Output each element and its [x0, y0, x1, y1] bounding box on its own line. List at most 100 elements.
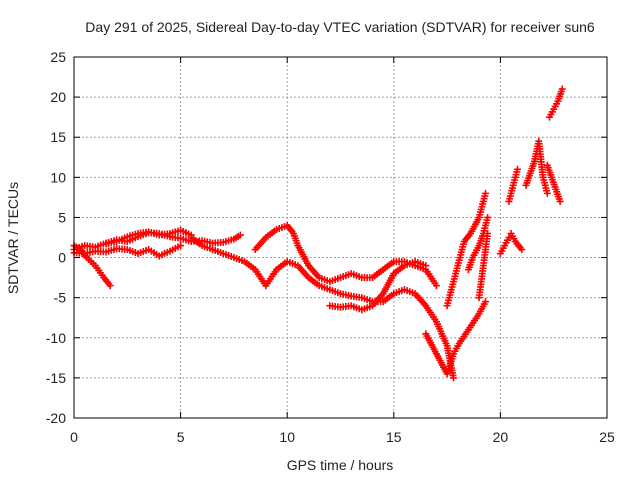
series-arc-h — [422, 298, 489, 378]
data-point — [113, 245, 121, 253]
data-point — [177, 226, 185, 234]
data-point — [477, 278, 485, 286]
data-point — [511, 238, 519, 246]
data-point — [358, 306, 366, 314]
data-point — [449, 374, 457, 382]
x-tick-label: 15 — [386, 429, 402, 445]
data-point — [469, 254, 477, 262]
data-point — [545, 113, 553, 121]
data-point — [315, 274, 323, 282]
data-point — [283, 258, 291, 266]
data-point — [326, 286, 334, 294]
data-point — [411, 258, 419, 266]
series-arc-l — [496, 229, 526, 258]
series-arc-p — [545, 85, 566, 121]
data-point — [475, 242, 483, 250]
data-point — [509, 181, 517, 189]
x-tick-label: 10 — [279, 429, 295, 445]
data-point — [548, 173, 556, 181]
y-tick-label: 15 — [50, 129, 66, 145]
data-point — [251, 246, 259, 254]
data-point — [236, 231, 244, 239]
y-tick-label: 0 — [58, 250, 66, 266]
series-arc-n — [522, 137, 551, 197]
data-point — [273, 266, 281, 274]
data-point — [454, 342, 462, 350]
data-point — [81, 242, 89, 250]
data-point — [467, 229, 475, 237]
y-tick-label: -10 — [46, 330, 66, 346]
tick-labels: 0 5 10 15 20 25 -20 -15 -10 -5 0 5 10 15 20 25 — [46, 49, 615, 445]
data-point — [290, 229, 298, 237]
data-point — [81, 250, 89, 258]
data-point — [294, 242, 302, 250]
data-point — [305, 262, 313, 270]
data-point — [379, 266, 387, 274]
axis-frame — [73, 56, 608, 419]
data-point — [177, 234, 185, 242]
data-point — [283, 221, 291, 229]
data-point — [479, 262, 487, 270]
grid-lines — [74, 57, 607, 418]
data-point — [449, 278, 457, 286]
data-point — [155, 252, 163, 260]
data-point — [219, 250, 227, 258]
data-point — [432, 350, 440, 358]
data-point — [166, 247, 174, 255]
data-point — [209, 246, 217, 254]
data-point — [91, 247, 99, 255]
data-point — [501, 242, 509, 250]
data-point — [484, 213, 492, 221]
data-point — [464, 326, 472, 334]
data-point — [443, 370, 451, 378]
data-point — [539, 173, 547, 181]
data-point — [422, 262, 430, 270]
data-point — [209, 239, 217, 247]
data-point — [145, 228, 153, 236]
data-point — [145, 246, 153, 254]
data-point — [507, 229, 515, 237]
data-point — [400, 262, 408, 270]
data-point — [475, 310, 483, 318]
data-point — [177, 242, 185, 250]
plot-area — [70, 85, 566, 382]
data-point — [522, 181, 530, 189]
series-arc-i — [443, 189, 489, 310]
series-arc-f — [251, 221, 440, 290]
data-point — [484, 229, 492, 237]
data-point — [543, 161, 551, 169]
data-point — [390, 290, 398, 298]
data-point — [543, 189, 551, 197]
x-tick-label: 20 — [493, 429, 509, 445]
data-point — [481, 189, 489, 197]
data-point — [155, 231, 163, 239]
data-point — [262, 282, 270, 290]
data-point — [337, 290, 344, 298]
data-point — [460, 238, 468, 246]
data-point — [262, 234, 270, 241]
series-arc-j — [464, 213, 492, 274]
data-point — [443, 302, 451, 310]
series-arc-d — [102, 226, 195, 248]
data-point — [454, 262, 462, 270]
data-point — [106, 282, 114, 290]
data-point — [390, 270, 398, 278]
data-point — [422, 330, 430, 338]
data-point — [505, 234, 513, 241]
x-tick-label: 0 — [70, 429, 78, 445]
data-point — [198, 242, 206, 250]
data-point — [443, 342, 451, 350]
data-point — [531, 157, 539, 165]
data-point — [347, 270, 355, 278]
data-point — [513, 165, 521, 173]
data-point — [187, 234, 195, 241]
series-arc-o — [543, 161, 564, 205]
x-tick-label: 25 — [599, 429, 615, 445]
data-point — [219, 238, 227, 246]
series-arc-k — [475, 229, 492, 302]
data-point — [294, 262, 302, 270]
data-point — [379, 298, 387, 306]
data-point — [230, 235, 238, 243]
data-point — [400, 286, 408, 294]
data-point — [475, 294, 483, 302]
